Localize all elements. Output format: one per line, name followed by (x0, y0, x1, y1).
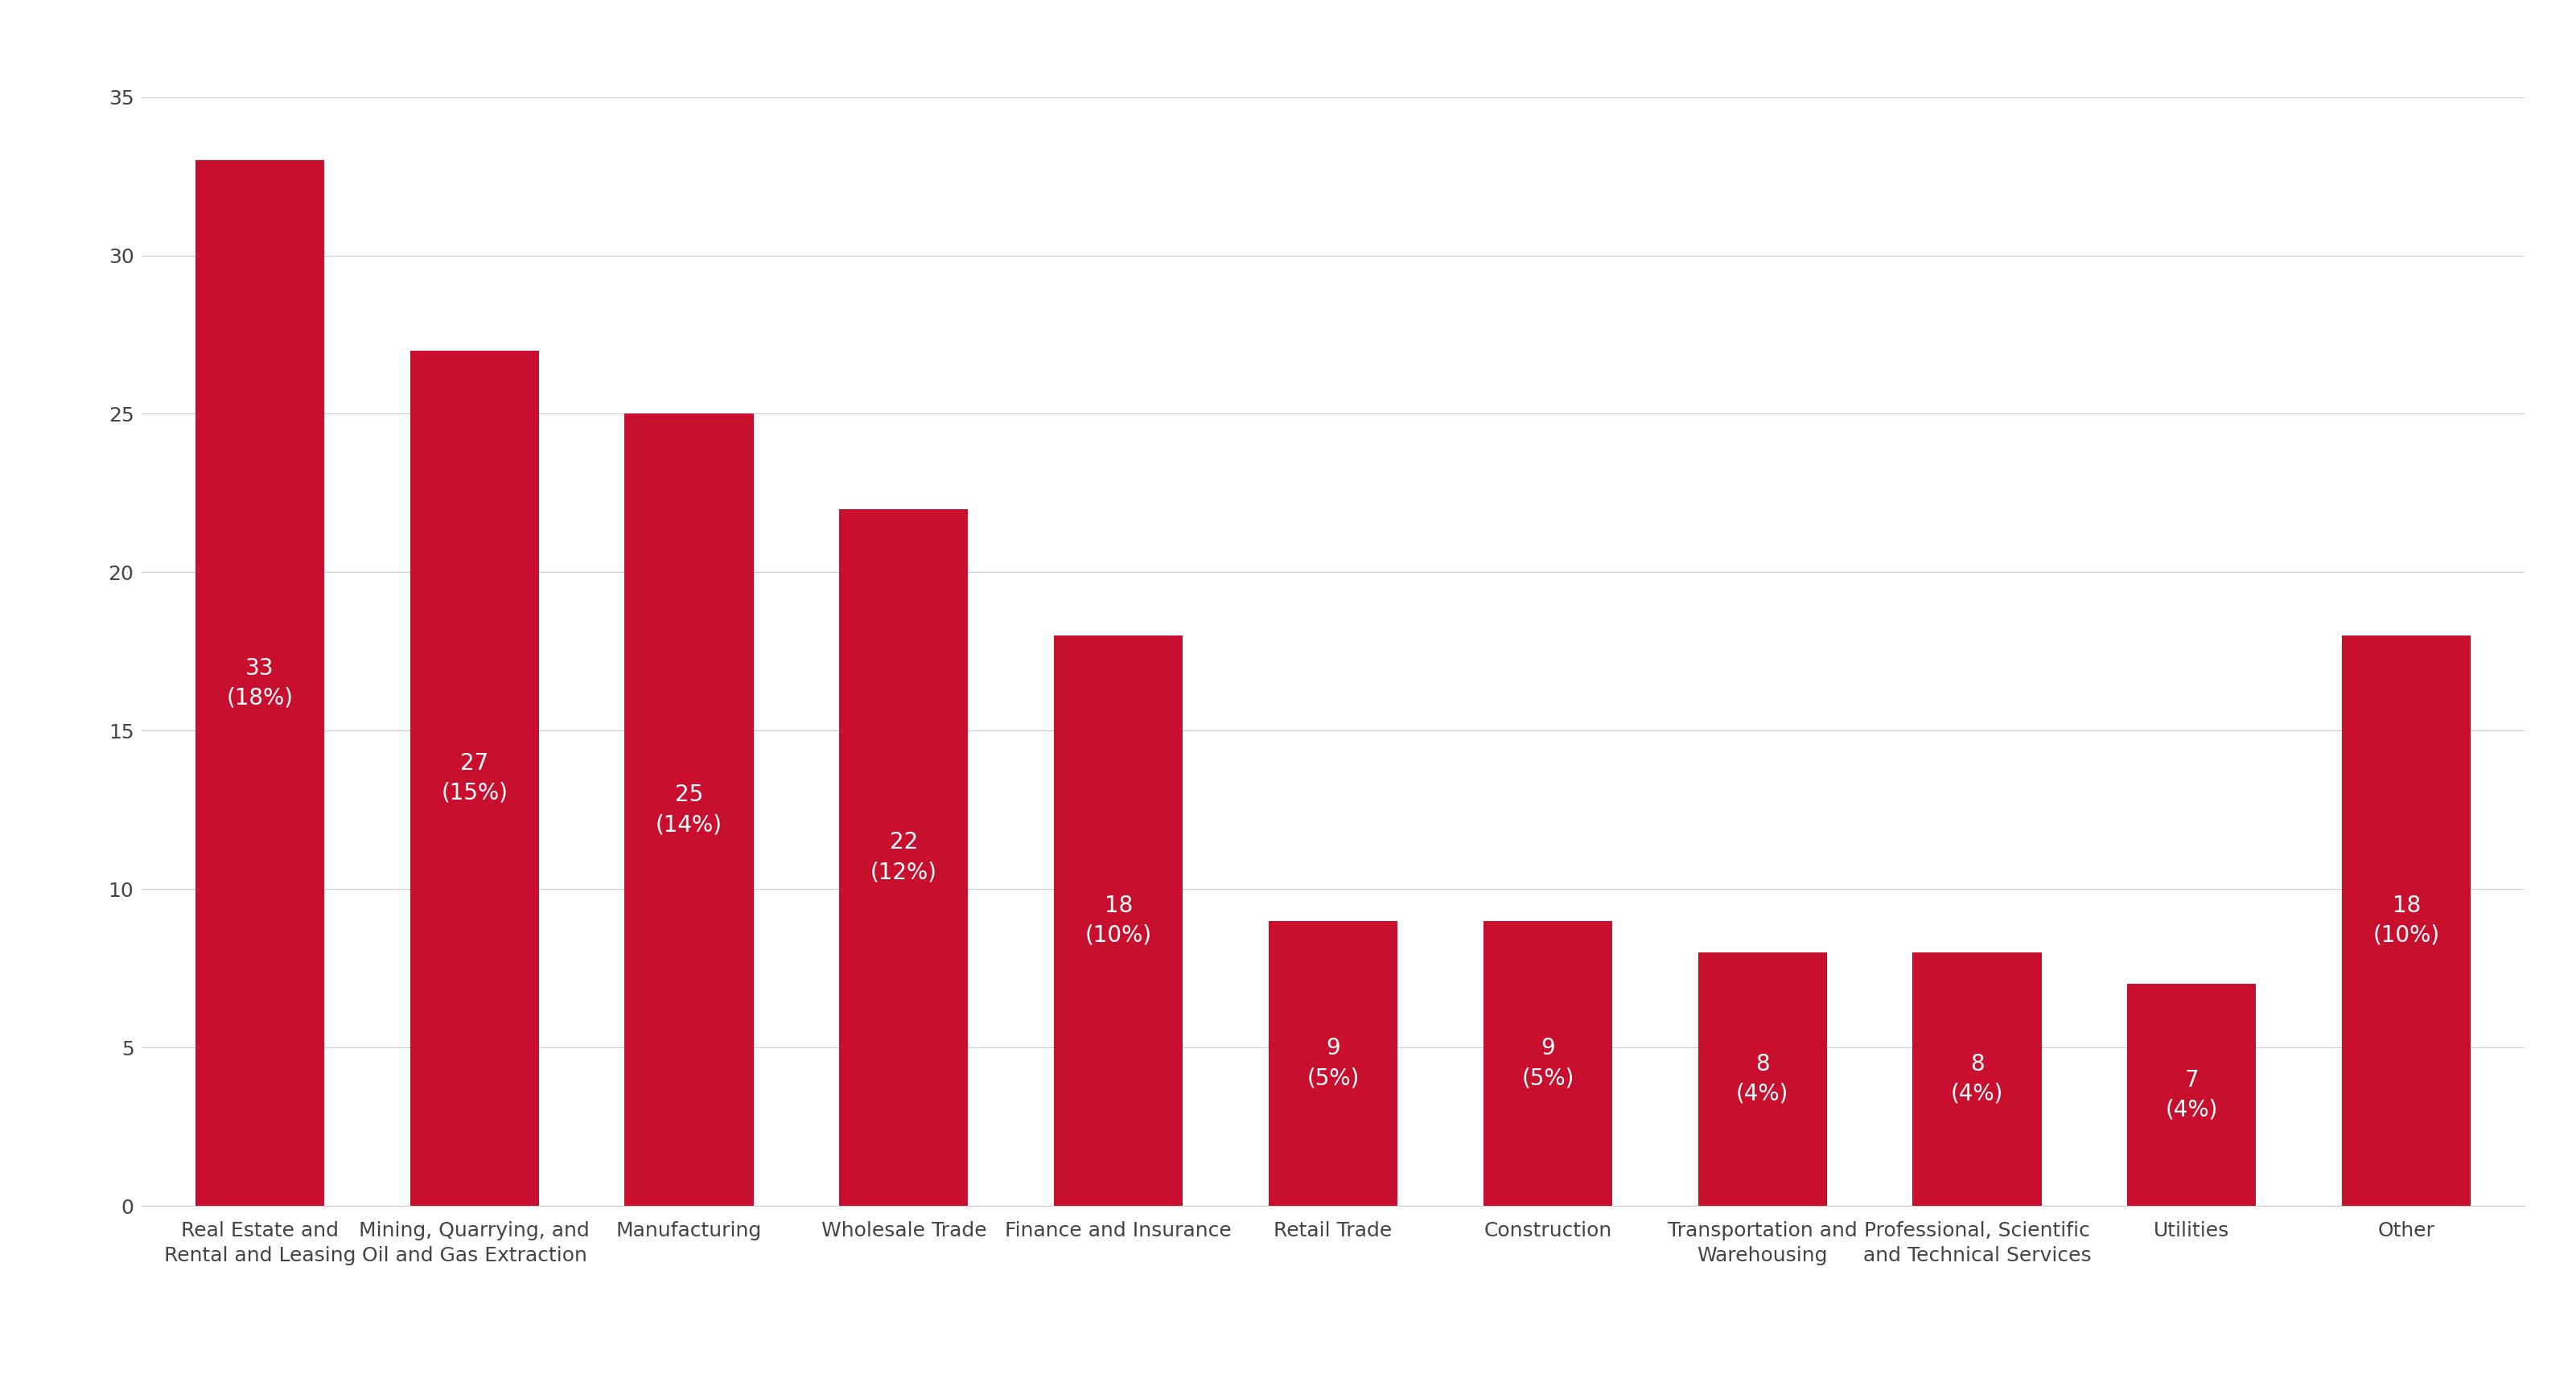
Text: 27
(15%): 27 (15%) (440, 753, 507, 804)
Text: 18
(10%): 18 (10%) (1084, 894, 1151, 947)
Bar (1267, 920, 1396, 1206)
Bar (1484, 920, 1613, 1206)
Bar (196, 161, 325, 1206)
Text: 18
(10%): 18 (10%) (2372, 894, 2439, 947)
Bar (2128, 984, 2257, 1206)
Text: 8
(4%): 8 (4%) (1736, 1053, 1788, 1105)
Text: 33
(18%): 33 (18%) (227, 657, 294, 710)
Bar (840, 509, 969, 1206)
Bar (1911, 952, 2040, 1206)
Text: 7
(4%): 7 (4%) (2166, 1069, 2218, 1121)
Text: 9
(5%): 9 (5%) (1306, 1037, 1360, 1089)
Text: 25
(14%): 25 (14%) (657, 783, 721, 836)
Text: 9
(5%): 9 (5%) (1522, 1037, 1574, 1089)
Bar (2342, 636, 2470, 1206)
Bar (623, 414, 752, 1206)
Bar (410, 351, 538, 1206)
Text: 22
(12%): 22 (12%) (871, 832, 938, 883)
Text: 8
(4%): 8 (4%) (1950, 1053, 2004, 1105)
Bar (1698, 952, 1826, 1206)
Bar (1054, 636, 1182, 1206)
